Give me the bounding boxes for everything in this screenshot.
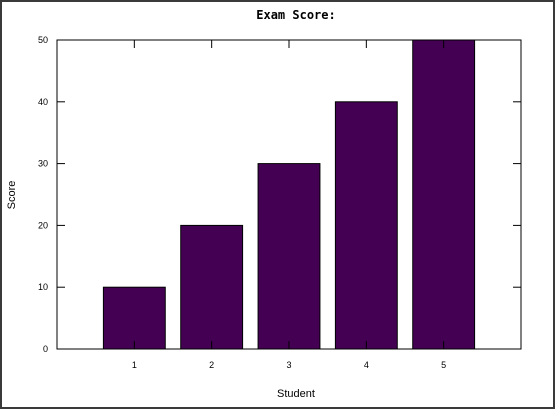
y-axis-label: Score <box>6 181 18 210</box>
plot-area: 0 10 20 30 40 50 1 2 3 4 5 <box>38 35 522 370</box>
x-tick-label: 2 <box>209 360 214 370</box>
x-tick-label: 5 <box>441 360 446 370</box>
bar-3 <box>257 163 321 350</box>
x-tick-label: 4 <box>364 360 369 370</box>
x-axis-label: Student <box>277 388 315 400</box>
y-tick-label: 20 <box>38 220 48 230</box>
x-tick-label: 1 <box>132 360 137 370</box>
chart-title: Exam Score: <box>256 8 335 22</box>
y-tick-label: 0 <box>43 344 48 354</box>
y-tick-label: 40 <box>38 97 48 107</box>
bar-5 <box>412 39 476 350</box>
bar-1 <box>102 286 166 350</box>
y-tick-label: 50 <box>38 35 48 45</box>
y-tick-label: 10 <box>38 282 48 292</box>
x-tick-label: 3 <box>286 360 291 370</box>
bar-2 <box>180 224 244 350</box>
y-tick-label: 30 <box>38 159 48 169</box>
bar-4 <box>334 101 398 350</box>
